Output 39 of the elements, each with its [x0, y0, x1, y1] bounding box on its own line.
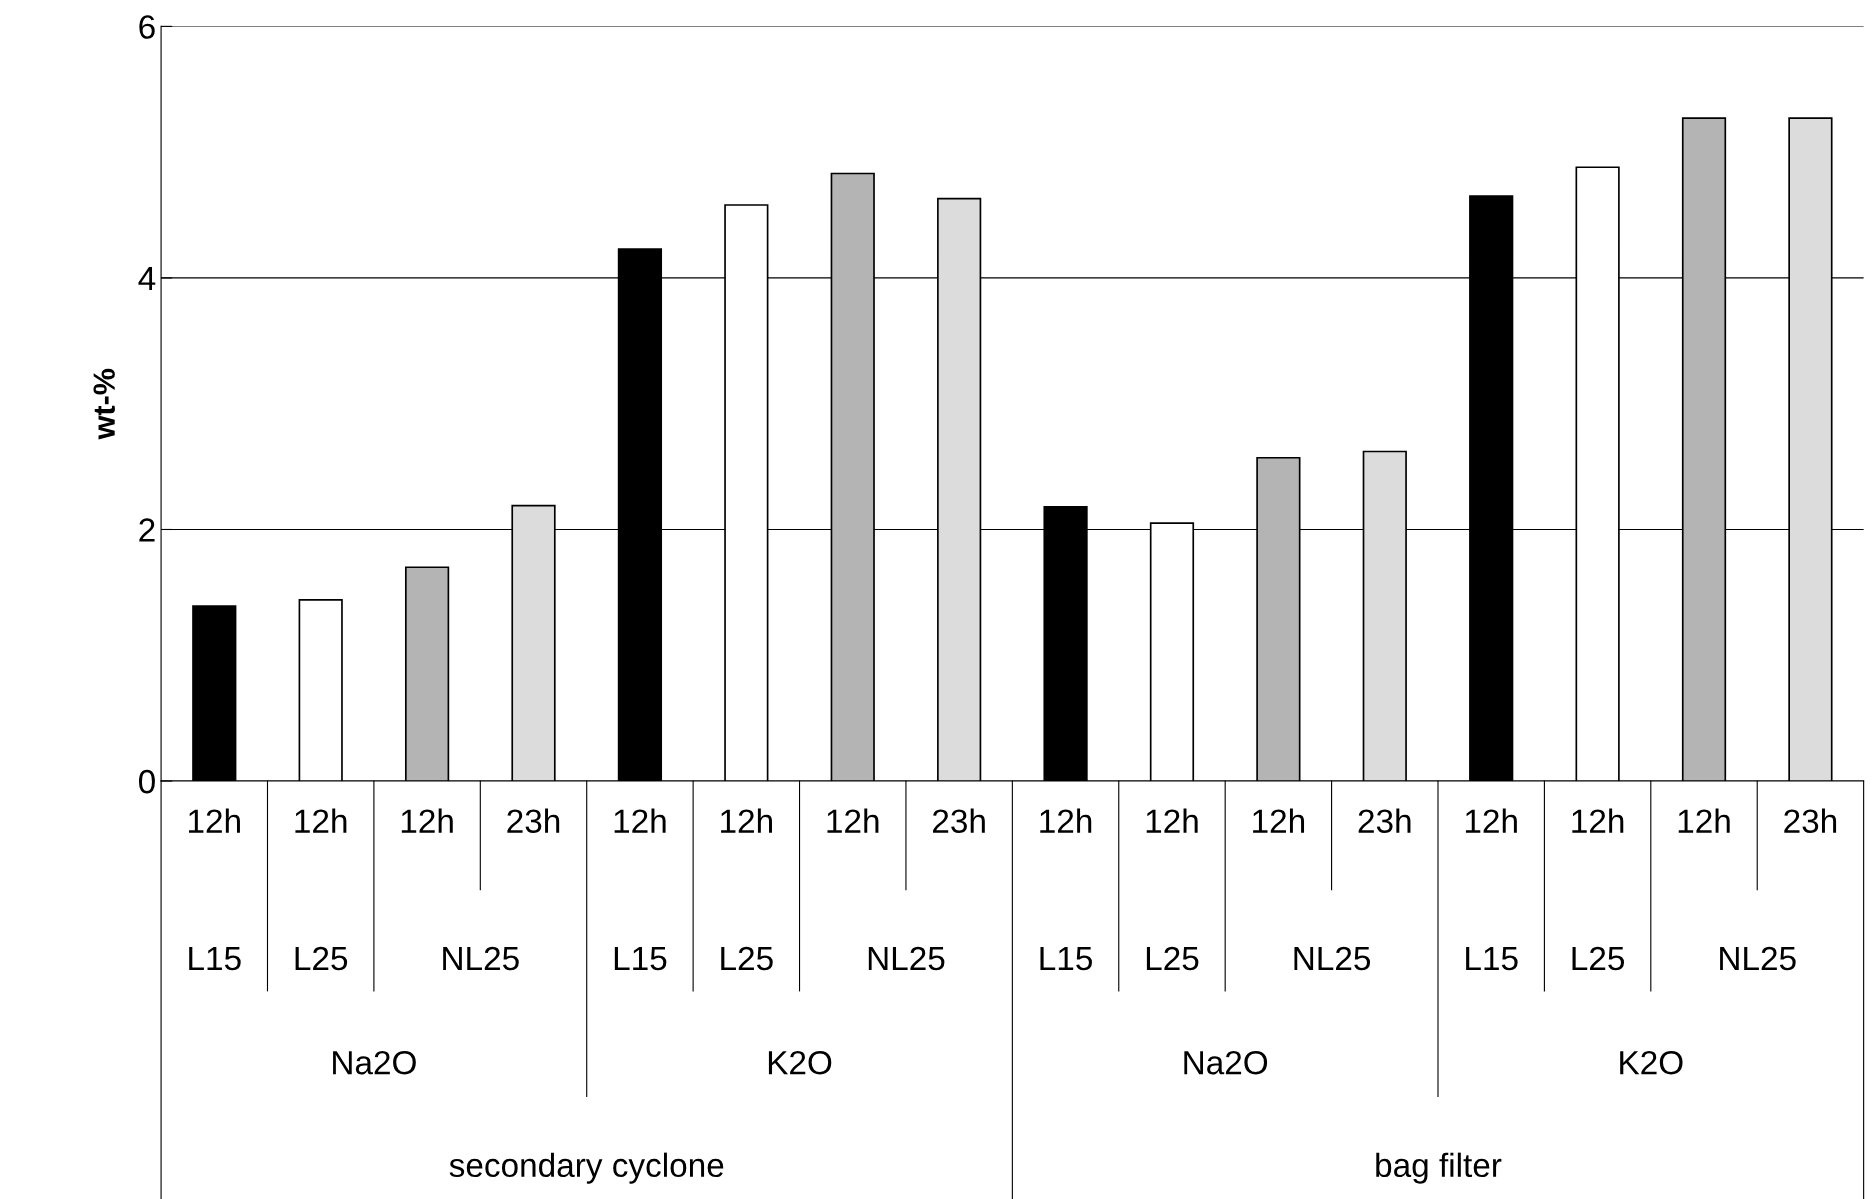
- x-tick-label: 23h: [507, 808, 560, 833]
- text: L15: [1466, 947, 1518, 971]
- text: L25: [721, 946, 773, 971]
- x-tick-label: 23h: [1358, 808, 1411, 833]
- x-tick-label: 12h: [1040, 808, 1092, 833]
- y-tick-label: 6: [139, 15, 155, 39]
- x-tick-label: 23h: [1784, 808, 1837, 833]
- x-tick-label: 12h: [1146, 808, 1198, 833]
- text: NL25: [1720, 946, 1796, 971]
- x-tick-label: 12h: [721, 808, 772, 833]
- x-tick-label: 23h: [933, 808, 985, 833]
- x-tick-label: 12h: [827, 808, 879, 833]
- text: L15: [614, 947, 667, 971]
- text: NL25: [1294, 946, 1371, 971]
- text: L25: [295, 946, 348, 971]
- text: NL25: [868, 946, 945, 971]
- x-tick-label: 12h: [1572, 808, 1624, 833]
- x-tick-label: 12h: [401, 808, 453, 833]
- x-tick-label: 12h: [189, 808, 240, 833]
- x-tick-label: 12h: [1253, 808, 1305, 833]
- text: NL25: [443, 946, 519, 971]
- text: L25: [1572, 946, 1625, 971]
- text: L15: [189, 947, 241, 971]
- y-tick-label: 2: [139, 518, 155, 542]
- text: bag filter: [1376, 1152, 1502, 1184]
- text: Na2O: [333, 1050, 416, 1075]
- text: secondary cyclone: [449, 1152, 724, 1184]
- text: L15: [1040, 947, 1092, 971]
- x-tick-label: 12h: [295, 808, 347, 833]
- text: Na2O: [1184, 1050, 1268, 1075]
- x-tick-label: 12h: [614, 808, 666, 833]
- text: L25: [1146, 946, 1199, 971]
- text: K2O: [1620, 1050, 1683, 1075]
- y-tick-label: 4: [138, 267, 156, 291]
- x-tick-label: 12h: [1465, 808, 1517, 833]
- y-axis-title: wt-%: [93, 368, 115, 440]
- y-tick-label: 0: [138, 769, 155, 794]
- text: K2O: [768, 1050, 832, 1075]
- x-tick-label: 12h: [1678, 808, 1730, 833]
